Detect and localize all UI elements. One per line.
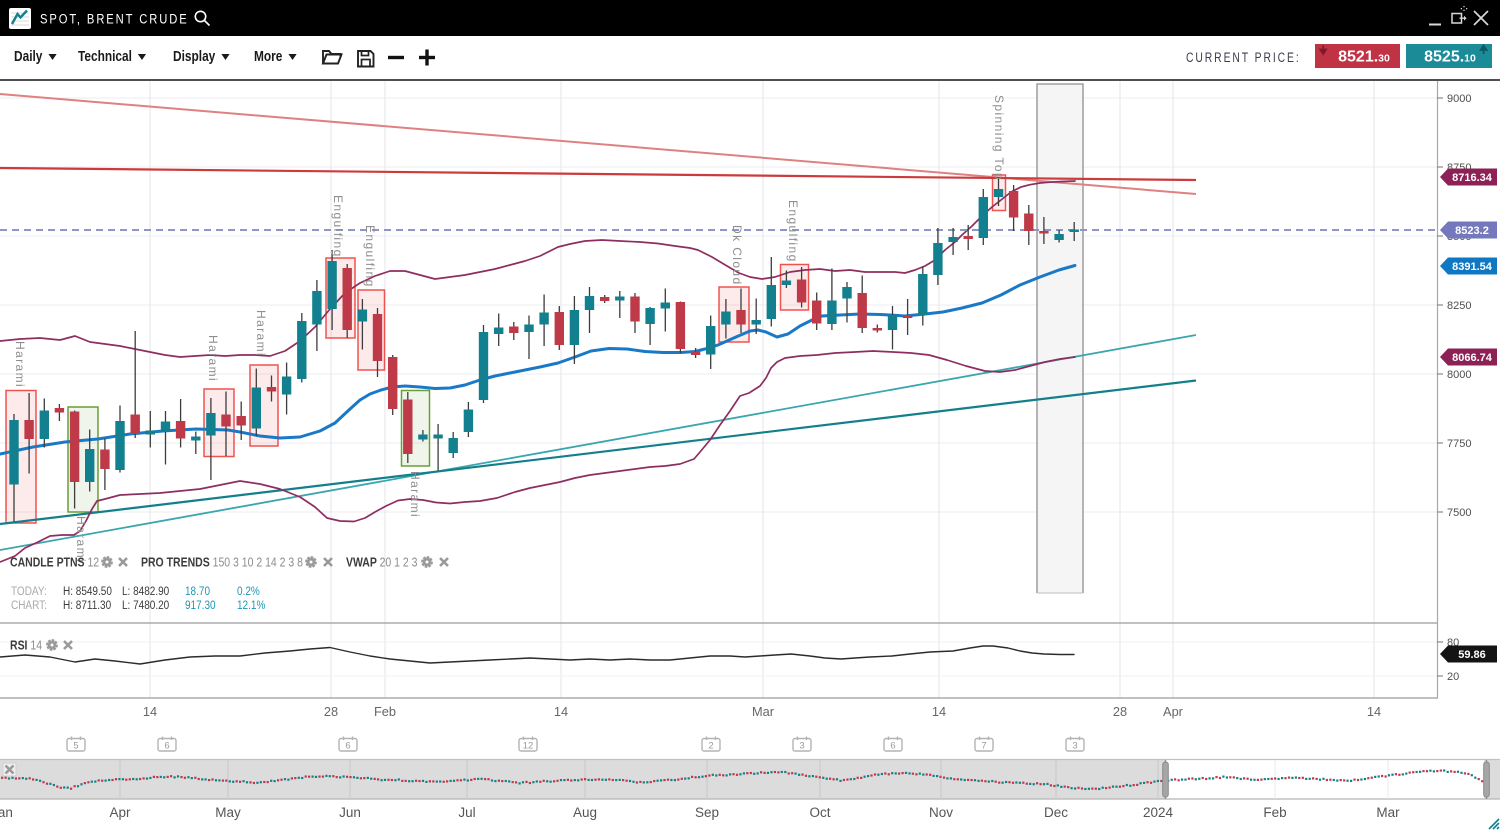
svg-text:Mar: Mar <box>1376 805 1400 820</box>
svg-text:Nov: Nov <box>929 805 953 820</box>
svg-text:2: 2 <box>708 741 713 752</box>
svg-text:20: 20 <box>1447 671 1459 683</box>
svg-text:6: 6 <box>164 741 169 752</box>
svg-text:3: 3 <box>1072 741 1077 752</box>
svg-text:28: 28 <box>324 704 338 719</box>
svg-text:14: 14 <box>143 704 157 719</box>
svg-text:L: 8482.90: L: 8482.90 <box>122 585 169 598</box>
svg-text:Dec: Dec <box>1044 805 1068 820</box>
svg-text:18.70: 18.70 <box>185 585 210 598</box>
svg-text:Harami: Harami <box>254 310 268 357</box>
svg-text:Engulfing: Engulfing <box>331 195 345 258</box>
svg-text:917.30: 917.30 <box>185 599 216 612</box>
svg-text:Spinning Top: Spinning Top <box>992 95 1006 181</box>
svg-text:H: 8549.50: H: 8549.50 <box>63 585 112 598</box>
svg-text:8525.10: 8525.10 <box>1424 49 1476 66</box>
svg-text:RSI 14: RSI 14 <box>10 639 42 653</box>
svg-text:Apr: Apr <box>109 805 131 820</box>
svg-text:Apr: Apr <box>1163 704 1184 719</box>
svg-text:Harami: Harami <box>408 471 422 518</box>
svg-text:7: 7 <box>981 741 986 752</box>
svg-text:0.2%: 0.2% <box>237 585 260 598</box>
svg-text:6: 6 <box>890 741 895 752</box>
svg-text:Jul: Jul <box>458 805 475 820</box>
svg-text:Harami: Harami <box>13 341 27 388</box>
svg-text:28: 28 <box>1113 704 1127 719</box>
svg-text:3: 3 <box>799 741 804 752</box>
svg-text:Jun: Jun <box>339 805 361 820</box>
svg-text:Feb: Feb <box>1263 805 1286 820</box>
svg-text:14: 14 <box>1367 704 1381 719</box>
svg-text:SPOT, BRENT CRUDE: SPOT, BRENT CRUDE <box>40 11 189 26</box>
svg-text:CANDLE PTNS 12: CANDLE PTNS 12 <box>10 556 99 570</box>
svg-text:VWAP 20 1 2 3: VWAP 20 1 2 3 <box>346 556 417 570</box>
svg-text:L: 7480.20: L: 7480.20 <box>122 599 169 612</box>
svg-text:8000: 8000 <box>1447 369 1471 381</box>
svg-text:14: 14 <box>554 704 568 719</box>
svg-text:59.86: 59.86 <box>1458 649 1486 661</box>
svg-text:Feb: Feb <box>374 704 396 719</box>
svg-text:Harami: Harami <box>74 516 88 563</box>
svg-text:Dk Cloud: Dk Cloud <box>730 225 744 286</box>
svg-text:2024: 2024 <box>1143 805 1174 820</box>
svg-text:12.1%: 12.1% <box>237 599 265 612</box>
svg-text:8523.2: 8523.2 <box>1455 225 1489 237</box>
svg-text:7750: 7750 <box>1447 438 1471 450</box>
svg-text:8250: 8250 <box>1447 300 1471 312</box>
svg-text:Oct: Oct <box>809 805 830 820</box>
svg-text:14: 14 <box>932 704 946 719</box>
svg-text:H: 8711.30: H: 8711.30 <box>63 599 111 612</box>
svg-text:May: May <box>215 805 241 820</box>
svg-text:8066.74: 8066.74 <box>1452 352 1493 364</box>
svg-text:PRO TRENDS 150 3 10 2 14 2 3 8: PRO TRENDS 150 3 10 2 14 2 3 8 <box>141 556 303 570</box>
svg-text:CURRENT PRICE:: CURRENT PRICE: <box>1186 49 1301 65</box>
svg-text:9000: 9000 <box>1447 93 1471 105</box>
svg-text:Mar: Mar <box>752 704 775 719</box>
svg-text:Sep: Sep <box>695 805 719 820</box>
svg-text:Engulfing: Engulfing <box>786 200 800 263</box>
svg-text:7500: 7500 <box>1447 507 1471 519</box>
svg-text:8716.34: 8716.34 <box>1452 172 1493 184</box>
svg-text:12: 12 <box>523 741 534 752</box>
svg-text:8391.54: 8391.54 <box>1452 261 1493 273</box>
svg-text:Jan: Jan <box>0 805 13 820</box>
svg-text:TODAY:: TODAY: <box>11 585 47 598</box>
svg-text:Harami: Harami <box>206 335 220 382</box>
svg-text:CHART:: CHART: <box>11 599 47 612</box>
svg-text:8521.30: 8521.30 <box>1338 49 1390 66</box>
svg-text:6: 6 <box>345 741 350 752</box>
svg-text:Aug: Aug <box>573 805 597 820</box>
svg-text:Engulfing: Engulfing <box>363 225 377 288</box>
svg-text:5: 5 <box>73 741 78 752</box>
